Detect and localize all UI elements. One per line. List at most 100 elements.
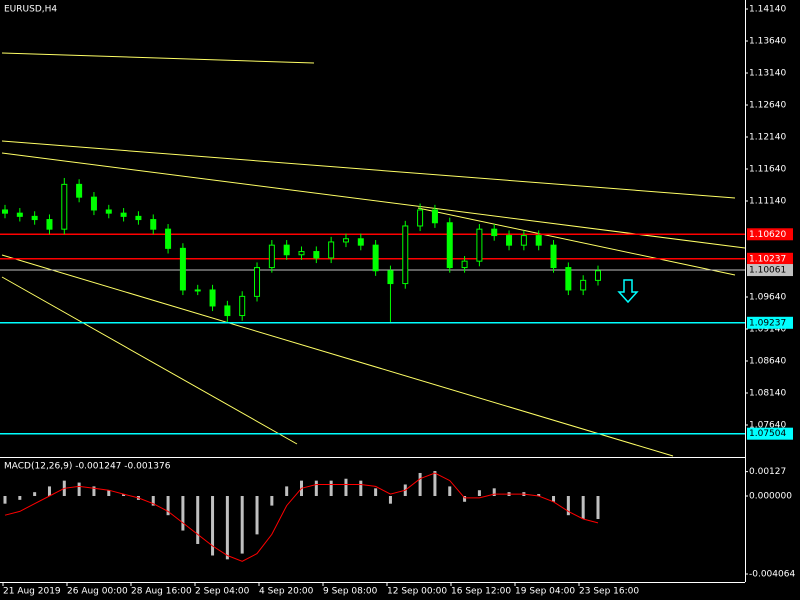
trend-line: [1, 276, 298, 445]
trend-line: [1, 152, 746, 249]
level-label: 1.10061: [749, 266, 786, 276]
y-tick-label: 1.07640: [749, 420, 786, 430]
level-label: 1.10237: [749, 254, 786, 264]
y-tick-label: 1.08640: [749, 356, 786, 366]
y-tick-label: 1.09640: [749, 292, 786, 302]
macd-bar: [492, 488, 496, 497]
candle-body: [90, 196, 97, 211]
x-tick-label: 12 Sep 00:00: [387, 587, 447, 597]
candle-body: [328, 241, 335, 259]
candle-body: [76, 183, 83, 198]
candle-body: [150, 219, 157, 230]
x-tick-label: 23 Sep 16:00: [579, 587, 639, 597]
candle-body: [31, 215, 38, 221]
candle-body: [431, 209, 438, 224]
macd-bar: [552, 496, 556, 502]
macd-bar: [581, 496, 585, 520]
candle-body: [595, 270, 601, 281]
candle-body: [179, 247, 186, 291]
candle-body: [387, 270, 394, 285]
x-tick-label: 28 Aug 16:00: [131, 587, 192, 597]
macd-bar: [566, 496, 570, 516]
macd-bar: [18, 496, 22, 500]
candle-body: [61, 183, 68, 230]
macd-bar: [47, 486, 51, 497]
indicator-title: MACD(12,26,9) -0.001247 -0.001376: [4, 462, 171, 472]
candle-body: [506, 235, 513, 246]
candle-body: [357, 238, 364, 246]
macd-bar: [77, 482, 81, 497]
macd-bar: [181, 496, 185, 531]
x-tick-label: 4 Sep 20:00: [259, 587, 314, 597]
level-label-box: [747, 228, 793, 241]
candle-body: [2, 209, 8, 214]
candle-body: [417, 209, 424, 227]
trend-lines: [1, 52, 746, 457]
candle-body: [268, 244, 275, 269]
macd-bar: [433, 471, 437, 497]
candle-body: [298, 251, 305, 256]
macd-bar: [33, 492, 37, 497]
macd-bar: [151, 496, 155, 506]
y-tick-label: 1.11640: [749, 165, 786, 175]
x-tick-label: 16 Sep 12:00: [451, 587, 511, 597]
level-label: 1.10620: [749, 230, 786, 240]
candle-body: [372, 244, 379, 272]
y-tick-label: 1.12640: [749, 101, 786, 111]
macd-bar: [596, 496, 600, 520]
y-tick-label: 1.14140: [749, 5, 786, 15]
y-tick-label: 0.00127: [749, 467, 786, 477]
macd-bar: [329, 480, 333, 497]
y-tick-label: -0.004064: [749, 569, 795, 579]
x-tick-label: 9 Sep 08:00: [323, 587, 378, 597]
x-tick-label: 26 Aug 00:00: [67, 587, 128, 597]
candle-body: [283, 244, 290, 256]
level-label-box: [747, 427, 793, 440]
candle-body: [313, 251, 320, 259]
candle-body: [120, 212, 127, 217]
x-tick-label: 19 Sep 04:00: [515, 587, 575, 597]
macd-bar: [270, 496, 274, 506]
macd-bar: [374, 488, 378, 497]
macd-bar: [240, 496, 244, 554]
candle-body: [446, 222, 453, 269]
y-tick-label: 0.000000: [749, 492, 792, 502]
candle-body: [135, 215, 142, 221]
macd-bar: [388, 496, 392, 504]
trend-line: [1, 140, 736, 199]
candle-body: [402, 225, 409, 285]
trend-line: [1, 52, 315, 64]
x-tick-label: 2 Sep 04:00: [195, 587, 250, 597]
macd-bar: [418, 472, 422, 497]
y-tick-label: 1.08140: [749, 388, 786, 398]
macd-bar: [92, 486, 96, 497]
macd-bar: [166, 496, 170, 516]
level-label-box: [747, 252, 793, 265]
macd-bar: [537, 494, 541, 497]
candle-body: [165, 228, 172, 249]
macd-bar: [448, 486, 452, 497]
chart-title: EURUSD,H4: [4, 5, 57, 15]
macd-bar: [122, 494, 126, 497]
candle-body: [239, 295, 246, 317]
candle-body: [254, 267, 261, 297]
macd-bar: [463, 496, 467, 502]
level-label-box: [747, 316, 793, 329]
candle-body: [194, 289, 201, 292]
candle-body: [461, 260, 468, 269]
candle-body: [476, 228, 483, 262]
y-tick-label: 1.12140: [749, 133, 786, 143]
candle-body: [535, 235, 542, 246]
macd-signal: [4, 472, 599, 562]
candle-body: [550, 244, 557, 269]
candle-body: [342, 238, 349, 243]
y-tick-label: 1.11140: [749, 197, 786, 207]
candle-body: [16, 212, 23, 217]
candle-body: [46, 219, 53, 230]
candle-body: [209, 289, 216, 307]
candle-body: [580, 279, 587, 291]
macd-bar: [196, 496, 200, 544]
macd-bar: [285, 486, 289, 497]
